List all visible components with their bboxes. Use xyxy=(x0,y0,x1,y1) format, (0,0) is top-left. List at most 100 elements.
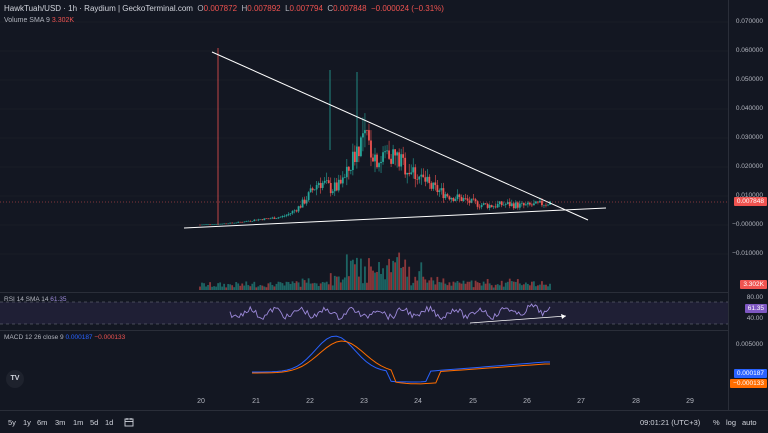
candle-body xyxy=(243,221,246,223)
candle-body xyxy=(237,221,240,223)
candle-body xyxy=(392,149,395,164)
timeframe-5y[interactable]: 5y xyxy=(8,418,16,427)
candle-body xyxy=(213,224,215,225)
timeframe-1m[interactable]: 1m xyxy=(73,418,84,427)
candle-body xyxy=(364,130,366,134)
volume-bar xyxy=(454,282,457,290)
volume-bar xyxy=(524,282,527,290)
time-tick: 22 xyxy=(306,398,314,405)
volume-bar xyxy=(547,286,549,290)
volume-bar xyxy=(273,286,276,290)
volume-bar xyxy=(402,266,405,290)
volume-bar xyxy=(331,285,334,290)
auto-toggle[interactable]: auto xyxy=(742,418,757,427)
volume-bar xyxy=(424,279,427,290)
candle-body xyxy=(253,219,256,222)
volume-bar xyxy=(492,287,495,290)
symbol-title[interactable]: HawkTuah/USD · 1h · Raydium | GeckoTermi… xyxy=(4,4,193,13)
timeframe-1d[interactable]: 1d xyxy=(105,418,114,427)
volume-bar xyxy=(305,282,308,290)
rsi-level-lower: 40.00 xyxy=(746,315,763,322)
candle-body xyxy=(504,204,507,205)
chart-canvas[interactable] xyxy=(0,0,728,398)
ascending-trendline[interactable] xyxy=(183,207,607,229)
volume-legend[interactable]: Volume SMA 9 3.302K xyxy=(4,17,75,24)
volume-bar xyxy=(325,281,328,290)
volume-bar xyxy=(464,283,467,290)
candle-body xyxy=(474,199,477,202)
timeframe-3m[interactable]: 3m xyxy=(55,418,66,427)
calendar-range-icon[interactable] xyxy=(124,417,134,427)
rsi-legend[interactable]: RSI 14 SMA 14 61.35 xyxy=(4,296,67,303)
volume-bar xyxy=(410,285,413,290)
tradingview-logo[interactable]: TV xyxy=(6,370,24,388)
candle-body xyxy=(233,222,236,224)
volume-bar xyxy=(235,282,238,290)
descending-trendline[interactable] xyxy=(211,51,589,221)
volume-bar xyxy=(514,281,517,290)
timeframe-6m[interactable]: 6m xyxy=(37,418,48,427)
macd-line xyxy=(252,335,550,383)
candle-body xyxy=(207,224,209,225)
volume-bar xyxy=(466,281,469,290)
clock[interactable]: 09:01:21 (UTC+3) xyxy=(640,418,701,427)
volume-bar xyxy=(285,281,288,290)
volume-bar xyxy=(372,270,374,290)
volume-bar xyxy=(450,285,453,290)
candle-body xyxy=(201,224,203,226)
candle-body xyxy=(488,205,491,208)
volume-bar xyxy=(233,287,236,290)
macd-legend[interactable]: MACD 12 26 close 9 0.000187 −0.000133 xyxy=(4,334,126,341)
percent-toggle[interactable]: % xyxy=(713,418,720,427)
time-tick: 28 xyxy=(632,398,640,405)
volume-bar xyxy=(480,285,483,290)
price-axis[interactable]: 0.070000 0.060000 0.050000 0.040000 0.03… xyxy=(728,0,768,410)
volume-bar xyxy=(412,282,415,290)
volume-bar xyxy=(392,260,395,290)
volume-bar xyxy=(265,287,268,290)
volume-bar xyxy=(386,265,388,290)
candle-body xyxy=(444,194,447,199)
candle-body xyxy=(378,163,380,168)
volume-bar xyxy=(221,286,224,290)
volume-bar xyxy=(460,283,463,290)
volume-bar xyxy=(428,280,431,290)
candle-body xyxy=(420,174,423,177)
volume-bar xyxy=(347,276,350,290)
candle-body xyxy=(285,215,288,216)
candle-body xyxy=(498,201,501,205)
volume-bar xyxy=(442,278,445,290)
candle-body xyxy=(309,188,312,193)
candlestick-series xyxy=(199,48,551,226)
volume-bar xyxy=(374,272,376,290)
candle-body xyxy=(484,203,487,204)
volume-bar xyxy=(528,285,531,290)
candle-body xyxy=(313,189,316,191)
volume-rsi-divider[interactable] xyxy=(0,292,728,293)
candle-body xyxy=(533,203,535,206)
timeframe-5d[interactable]: 5d xyxy=(90,418,99,427)
volume-bar xyxy=(414,276,417,290)
candle-body xyxy=(390,158,392,164)
candle-body xyxy=(267,218,270,220)
log-toggle[interactable]: log xyxy=(726,418,737,427)
volume-bar xyxy=(518,283,521,290)
volume-bar xyxy=(241,283,244,290)
volume-bar xyxy=(353,264,356,290)
volume-bar xyxy=(333,275,336,290)
candle-body xyxy=(410,172,413,175)
rsi-trendline[interactable] xyxy=(469,315,567,324)
candle-body xyxy=(518,203,521,208)
volume-bar xyxy=(384,279,386,290)
volume-bar xyxy=(504,282,507,290)
timeframe-1y[interactable]: 1y xyxy=(23,418,31,427)
rsi-macd-divider[interactable] xyxy=(0,330,728,331)
volume-bar xyxy=(231,285,234,290)
volume-bar xyxy=(446,285,449,290)
candle-body xyxy=(229,222,232,224)
volume-bar xyxy=(313,282,316,290)
volume-bar xyxy=(370,266,372,290)
candle-body xyxy=(327,180,330,183)
candle-body xyxy=(343,177,346,178)
candle-body xyxy=(458,194,461,197)
